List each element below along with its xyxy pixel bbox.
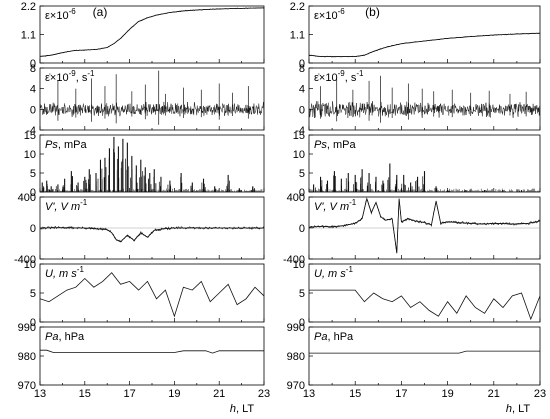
y-tick-label: 8	[30, 63, 36, 75]
x-tick-label: 15	[349, 388, 361, 400]
panel-ps-b: 0 5 10 15 Ps, mPa	[293, 130, 541, 199]
series-noise-strain_rate	[39, 101, 265, 117]
y-tick-label: 400	[287, 192, 305, 204]
panel-strain_rate-a: -4 0 4 8 ε̇×10-9, s-1	[26, 63, 265, 137]
y-tick-label: 10	[24, 259, 36, 271]
panel-label: ε×10-6	[314, 7, 345, 22]
x-tick-label: 21	[213, 388, 225, 400]
series-line-pa	[309, 350, 540, 354]
y-tick-label: 0	[299, 317, 305, 329]
y-tick-label: 2.2	[21, 1, 36, 13]
panel-label: Ps, mPa	[45, 139, 87, 151]
y-tick-label: 990	[287, 322, 305, 334]
panel-pa-b: 970 980 990 Pa, hPa	[287, 322, 541, 392]
panel-label: ε̇×10-9, s-1	[314, 69, 364, 84]
x-tick-label: 13	[303, 388, 315, 400]
panel-label: Pa, hPa	[314, 331, 354, 343]
x-tick-label: 13	[34, 388, 46, 400]
y-tick-label: 10	[293, 149, 305, 161]
panel-strain-a: 0 1.1 2.2 ε×10-6	[21, 1, 265, 70]
y-tick-label: 0	[30, 104, 36, 116]
y-tick-label: 980	[287, 351, 305, 363]
y-tick-label: -400	[14, 254, 36, 266]
y-tick-label: 0	[30, 317, 36, 329]
panel-ps-a: 0 5 10 15 Ps, mPa	[24, 130, 265, 199]
y-tick-label: 8	[299, 63, 305, 75]
x-tick-label: 19	[441, 388, 453, 400]
y-tick-label: -4	[295, 125, 305, 137]
series-trace-v_prime	[308, 199, 541, 254]
x-tick-label: 19	[168, 388, 180, 400]
y-tick-label: 4	[30, 84, 36, 96]
panel-label: V', V m-1	[45, 198, 88, 213]
panel-label: Ps, mPa	[314, 139, 356, 151]
panel-strain-b: 0 1.1 2.2 ε×10-6	[290, 1, 541, 70]
column-label-b: (b)	[365, 5, 380, 19]
y-tick-label: 0	[30, 58, 36, 70]
y-tick-label: 15	[24, 130, 36, 142]
series-line-strain	[308, 32, 541, 57]
y-tick-label: 5	[299, 168, 305, 180]
panel-label: Pa, hPa	[45, 331, 85, 343]
x-tick-label: 17	[395, 388, 407, 400]
x-tick-label: 17	[123, 388, 135, 400]
y-tick-label: 2.2	[290, 1, 305, 13]
y-tick-label: -4	[26, 125, 36, 137]
y-tick-label: 0	[299, 223, 305, 235]
y-tick-label: 990	[18, 322, 36, 334]
y-tick-label: 0	[30, 187, 36, 199]
panel-u-a: 0 5 10 U, m s-1	[24, 259, 265, 329]
column-label-a: (a)	[93, 5, 108, 19]
y-tick-label: 0	[30, 223, 36, 235]
x-tick-label: 23	[534, 388, 546, 400]
series-line-u	[309, 289, 541, 321]
y-tick-label: 5	[30, 288, 36, 300]
y-tick-label: 1.1	[290, 30, 305, 42]
panel-v_prime-a: -400 0 400 V', V m-1	[14, 192, 265, 266]
y-tick-label: 10	[293, 259, 305, 271]
y-tick-label: 5	[299, 288, 305, 300]
panel-label: ε̇×10-9, s-1	[45, 69, 95, 84]
y-tick-label: 980	[18, 351, 36, 363]
x-tick-label: 23	[258, 388, 270, 400]
series-trace-v_prime	[39, 225, 265, 243]
column-a: (a) 0 1.1 2.2 ε×10-6 -4 0 4 8 ε̇×10-9, s-1 0 5 10 15 P…	[14, 1, 270, 415]
x-axis-label: h, LT	[230, 403, 255, 415]
series-line-u	[39, 272, 265, 318]
y-tick-label: 970	[287, 380, 305, 392]
y-tick-label: 400	[18, 192, 36, 204]
y-tick-label: 0	[299, 187, 305, 199]
column-b: (b) 0 1.1 2.2 ε×10-6 -4 0 4 8 ε̇×10-9, s-1 0 5 10 15 P…	[283, 1, 546, 415]
y-tick-label: 4	[299, 84, 305, 96]
x-tick-label: 15	[79, 388, 91, 400]
series-line-pa	[40, 349, 264, 354]
y-tick-label: 15	[293, 130, 305, 142]
y-tick-label: 970	[18, 380, 36, 392]
panel-label: U, m s-1	[314, 265, 353, 280]
panel-u-b: 0 5 10 U, m s-1	[293, 259, 541, 329]
panel-label: U, m s-1	[45, 265, 84, 280]
panel-pa-a: 970 980 990 Pa, hPa	[18, 322, 265, 392]
x-tick-label: 21	[488, 388, 500, 400]
y-tick-label: 0	[299, 104, 305, 116]
series-trace-strain	[39, 7, 265, 57]
panel-v_prime-b: -400 0 400 V', V m-1	[283, 192, 541, 266]
y-tick-label: -400	[283, 254, 305, 266]
series-line-v_prime	[39, 227, 264, 243]
panel-label: V', V m-1	[314, 198, 357, 213]
series-trace-strain	[308, 32, 541, 58]
panel-strain_rate-b: -4 0 4 8 ε̇×10-9, s-1	[295, 63, 541, 137]
panel-label: ε×10-6	[45, 7, 76, 22]
y-tick-label: 5	[30, 168, 36, 180]
y-tick-label: 1.1	[21, 30, 36, 42]
y-tick-label: 0	[299, 58, 305, 70]
x-axis-label: h, LT	[506, 403, 531, 415]
series-noise-strain_rate	[308, 101, 541, 119]
y-tick-label: 10	[24, 149, 36, 161]
